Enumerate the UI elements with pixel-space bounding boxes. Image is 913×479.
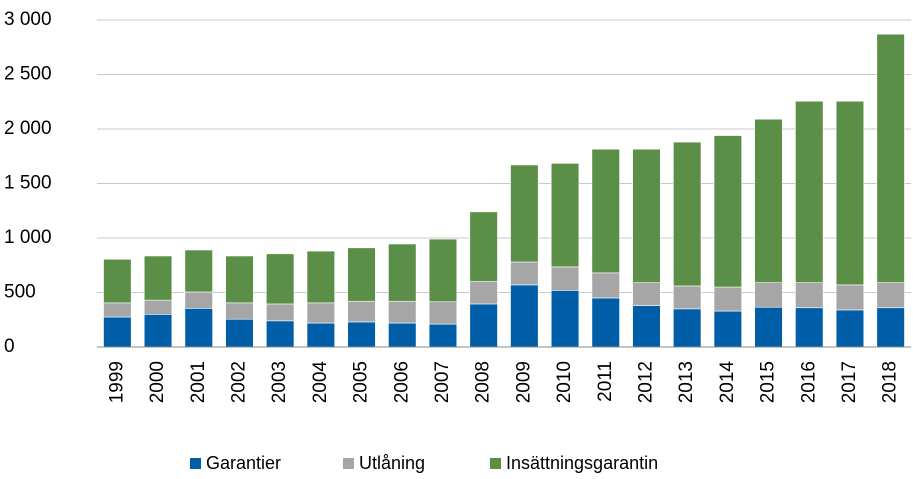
bar-segment bbox=[347, 321, 376, 348]
bar-segment bbox=[632, 148, 661, 283]
bar-segment bbox=[266, 253, 295, 305]
y-tick-label: 1 000 bbox=[4, 227, 52, 248]
x-tick-label: 2015 bbox=[758, 361, 779, 403]
x-tick-label: 2004 bbox=[310, 361, 331, 404]
bar-segment bbox=[673, 141, 702, 287]
bar-segment bbox=[428, 238, 458, 303]
bar-segment bbox=[347, 300, 376, 323]
x-tick-label: 2017 bbox=[839, 361, 860, 403]
bar-segment bbox=[469, 281, 498, 305]
x-tick-label: 2008 bbox=[473, 361, 494, 403]
bar-segment bbox=[266, 303, 295, 322]
bar-segment bbox=[225, 318, 254, 348]
bar-segment bbox=[632, 282, 661, 306]
x-tick-label: 2000 bbox=[147, 361, 168, 403]
bar-segment bbox=[347, 247, 376, 302]
x-tick-label: 2018 bbox=[880, 361, 901, 403]
legend-swatch bbox=[190, 458, 201, 469]
bar-segment bbox=[388, 322, 417, 348]
bar-segment bbox=[754, 306, 783, 348]
bar-segment bbox=[143, 255, 173, 301]
bar-segment bbox=[184, 308, 213, 348]
bar-segment bbox=[388, 243, 417, 302]
x-tick-label: 2014 bbox=[717, 361, 738, 404]
bar-segment bbox=[510, 284, 539, 348]
bar-segment bbox=[510, 164, 539, 263]
bar-segment bbox=[510, 261, 539, 286]
bar-segment bbox=[388, 300, 417, 324]
bar-segment bbox=[835, 284, 865, 311]
y-tick-label: 1 500 bbox=[4, 173, 52, 194]
x-tick-label: 2006 bbox=[391, 361, 412, 403]
x-tick-label: 2002 bbox=[228, 361, 249, 403]
bar-segment bbox=[469, 211, 498, 282]
bar-segment bbox=[103, 302, 132, 318]
bar-segment bbox=[795, 100, 824, 283]
bar-segment bbox=[713, 286, 742, 312]
bar-segment bbox=[713, 135, 742, 288]
bar-segment bbox=[591, 272, 620, 299]
bar-segment bbox=[225, 255, 254, 304]
bar-segment bbox=[428, 301, 458, 325]
legend-swatch bbox=[343, 458, 354, 469]
x-tick-label: 2010 bbox=[554, 361, 575, 403]
bar-segment bbox=[306, 322, 335, 348]
bar-segment bbox=[550, 266, 580, 291]
x-tick-label: 2016 bbox=[798, 361, 819, 403]
bar-segment bbox=[184, 291, 213, 309]
bar-segment bbox=[876, 33, 905, 283]
x-tick-label: 2011 bbox=[595, 361, 616, 402]
y-tick-label: 2 000 bbox=[4, 118, 52, 139]
bar-segment bbox=[428, 323, 458, 348]
bar-segment bbox=[632, 305, 661, 348]
bar-segment bbox=[550, 163, 580, 268]
bar-segment bbox=[550, 290, 580, 348]
x-tick-label: 2013 bbox=[676, 361, 697, 403]
y-tick-label: 2 500 bbox=[4, 64, 52, 85]
x-tick-label: 2003 bbox=[269, 361, 290, 403]
bar-segment bbox=[754, 282, 783, 308]
bar-segment bbox=[266, 320, 295, 348]
y-tick-label: 3 000 bbox=[4, 9, 52, 30]
bar-segment bbox=[306, 302, 335, 324]
legend-swatch bbox=[490, 458, 501, 469]
bar-segment bbox=[835, 100, 865, 286]
bar-segment bbox=[469, 303, 498, 348]
legend-label: Utlåning bbox=[359, 453, 425, 473]
bar-segment bbox=[835, 309, 865, 348]
x-tick-label: 2005 bbox=[351, 361, 372, 403]
y-tick-label: 500 bbox=[4, 282, 36, 303]
bar-segment bbox=[591, 297, 620, 348]
bar-segment bbox=[184, 249, 213, 293]
bar-segment bbox=[754, 118, 783, 283]
bar-segment bbox=[143, 299, 173, 315]
bar-segment bbox=[795, 307, 824, 348]
bar-segment bbox=[673, 308, 702, 348]
bar-segment bbox=[591, 148, 620, 274]
bar-segment bbox=[673, 285, 702, 310]
bar-segment bbox=[306, 250, 335, 304]
y-tick-label: 0 bbox=[4, 336, 15, 357]
bar-segment bbox=[143, 313, 173, 348]
x-tick-label: 2009 bbox=[513, 361, 534, 403]
legend-label: Garantier bbox=[206, 453, 281, 473]
bar-segment bbox=[103, 316, 132, 348]
x-tick-label: 2012 bbox=[635, 361, 656, 403]
bar-segment bbox=[713, 310, 742, 348]
legend-label: Insättningsgarantin bbox=[506, 453, 658, 473]
x-tick-label: 2007 bbox=[432, 361, 453, 403]
bar-segment bbox=[795, 282, 824, 309]
bar-segment bbox=[876, 307, 905, 348]
bar-segment bbox=[225, 302, 254, 320]
x-tick-label: 2001 bbox=[188, 361, 209, 403]
bar-segment bbox=[103, 258, 132, 304]
x-tick-label: 1999 bbox=[106, 361, 127, 403]
bar-segment bbox=[876, 282, 905, 309]
